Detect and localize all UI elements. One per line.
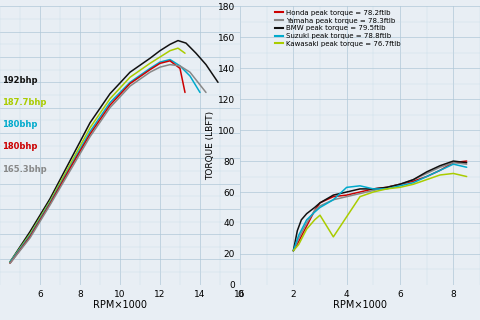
X-axis label: RPM×1000: RPM×1000 (93, 300, 147, 310)
Text: 187.7bhp: 187.7bhp (2, 98, 47, 107)
Y-axis label: TORQUE (LBFT): TORQUE (LBFT) (206, 111, 215, 180)
X-axis label: RPM×1000: RPM×1000 (333, 300, 387, 310)
Text: 180bhp: 180bhp (2, 120, 38, 129)
Text: 165.3bhp: 165.3bhp (2, 165, 47, 174)
Text: 192bhp: 192bhp (2, 76, 38, 85)
Legend: Honda peak torque = 78.2ftlb, Yamaha peak torque = 78.3ftlb, BMW peak torque = 7: Honda peak torque = 78.2ftlb, Yamaha pea… (275, 10, 400, 47)
Text: 180bhp: 180bhp (2, 142, 38, 151)
